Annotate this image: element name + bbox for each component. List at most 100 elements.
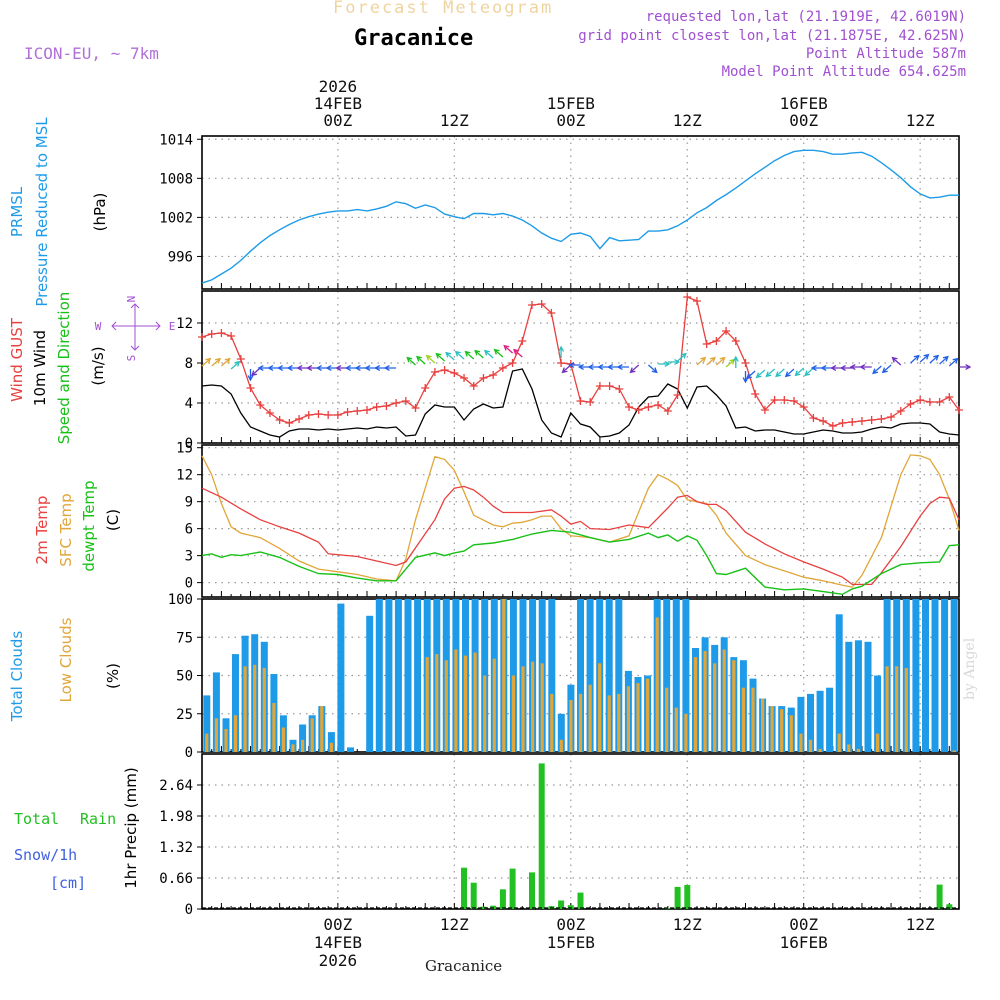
wind-direction-arrow — [247, 369, 254, 382]
wind-direction-arrow — [647, 364, 658, 374]
gust-marker — [324, 411, 333, 419]
low-cloud-bar — [626, 686, 630, 752]
low-cloud-bar — [722, 649, 726, 752]
sfc-temp-line — [201, 454, 960, 588]
gust-marker — [460, 374, 469, 382]
low-cloud-bar — [473, 652, 477, 752]
wind-direction-arrow — [881, 364, 892, 374]
gust-marker — [945, 393, 954, 401]
total-cloud-bar — [864, 641, 872, 752]
low-cloud-bar — [569, 700, 573, 752]
low-cloud-bar — [693, 657, 698, 752]
wind-direction-arrow — [804, 367, 814, 377]
total-cloud-bar — [404, 599, 412, 752]
wind-direction-arrow — [775, 368, 785, 378]
wind-direction-arrow — [919, 353, 930, 363]
wind-direction-arrow — [445, 351, 455, 361]
panel-frame — [201, 753, 960, 910]
y-tick-label: 9 — [185, 495, 193, 511]
bottom-time-label: 12Z — [440, 915, 469, 934]
wind-direction-arrow — [859, 364, 872, 370]
gust-marker — [304, 411, 313, 419]
gust-marker — [857, 417, 866, 425]
low-cloud-bar — [895, 666, 899, 752]
y-tick-label: 15 — [176, 441, 193, 457]
y-tick-label: 0.66 — [159, 871, 193, 887]
low-cloud-bar — [329, 742, 333, 752]
panel-0: 996 1002 1008 1014 — [159, 132, 960, 290]
gust-marker — [838, 419, 847, 427]
low-cloud-bar — [789, 715, 793, 752]
low-cloud-bar — [837, 733, 841, 752]
gust-marker — [625, 403, 634, 411]
gust-marker — [372, 403, 381, 411]
gust-marker — [809, 414, 818, 422]
rain-bar — [509, 868, 516, 909]
low-cloud-bar — [540, 663, 544, 752]
compass-w: W — [95, 320, 102, 333]
label-percent: (%) — [104, 663, 122, 689]
y-tick-label: 0 — [185, 576, 193, 592]
wind-direction-arrow — [794, 367, 805, 377]
rain-bar — [577, 892, 584, 909]
label-snow: Snow/1h — [14, 846, 77, 864]
bottom-time-label: 2026 — [319, 951, 358, 970]
label-rain: Rain — [80, 810, 116, 828]
gridpoint-coords: grid point closest lon,lat (21.1875E, 42… — [578, 28, 966, 44]
y-tick-label: 100 — [168, 592, 193, 608]
wind-direction-arrow — [464, 350, 475, 360]
gust-marker — [955, 406, 963, 414]
gust-marker — [722, 327, 731, 335]
label-2m-temp: 2m Temp — [33, 496, 51, 565]
gust-marker — [935, 398, 944, 406]
rain-bar — [946, 904, 953, 909]
gust-marker — [731, 337, 740, 345]
low-cloud-bar — [492, 658, 496, 752]
wind-direction-arrow — [220, 357, 231, 367]
wind-direction-arrow — [891, 356, 902, 366]
rain-bar — [470, 882, 477, 909]
low-cloud-bar — [770, 706, 774, 752]
y-tick-label: 50 — [176, 669, 193, 685]
compass-arrows — [111, 303, 161, 351]
rain-bar — [558, 900, 565, 909]
wind-direction-arrow — [454, 350, 465, 360]
total-cloud-bar — [797, 696, 805, 752]
rain-bar — [461, 867, 467, 909]
total-cloud-bar — [615, 599, 623, 752]
gust-marker — [790, 397, 799, 405]
y-tick-label: 6 — [185, 522, 193, 538]
gust-marker — [673, 391, 682, 399]
gust-marker — [362, 406, 371, 414]
low-cloud-bar — [847, 744, 851, 752]
wind-speed-line — [201, 368, 960, 438]
gust-marker — [877, 415, 886, 423]
gust-marker — [527, 301, 536, 309]
low-cloud-bar — [435, 654, 439, 752]
label-pressure-msl: Pressure Reduced to MSL — [33, 117, 51, 307]
label-ms: (m/s) — [89, 346, 107, 385]
gust-marker — [295, 415, 304, 423]
y-tick-label: 12 — [176, 468, 193, 484]
wind-direction-arrow — [948, 357, 959, 367]
model-label: ICON-EU, ~ 7km — [24, 44, 159, 63]
gust-marker — [227, 332, 236, 340]
gust-marker — [265, 409, 274, 417]
top-time-label: 15FEB — [547, 94, 595, 113]
y-tick-label: 4 — [185, 396, 193, 412]
low-cloud-bar — [454, 649, 458, 752]
low-cloud-bar — [703, 651, 707, 752]
bottom-time-label: 00Z — [323, 915, 352, 934]
top-time-label: 16FEB — [780, 94, 828, 113]
gust-marker — [663, 407, 672, 415]
gust-marker — [314, 410, 323, 418]
rain-bar — [480, 906, 487, 909]
low-cloud-bar — [483, 675, 487, 752]
low-cloud-bar — [550, 693, 554, 752]
label-sfc-temp: SFC Temp — [57, 493, 75, 566]
panel-4: 0 0.66 1.32 1.98 2.64 — [159, 753, 960, 918]
wind-direction-arrow — [558, 345, 565, 358]
gust-marker — [236, 355, 245, 363]
wind-direction-arrow — [383, 365, 397, 371]
total-cloud-bar — [605, 599, 613, 752]
